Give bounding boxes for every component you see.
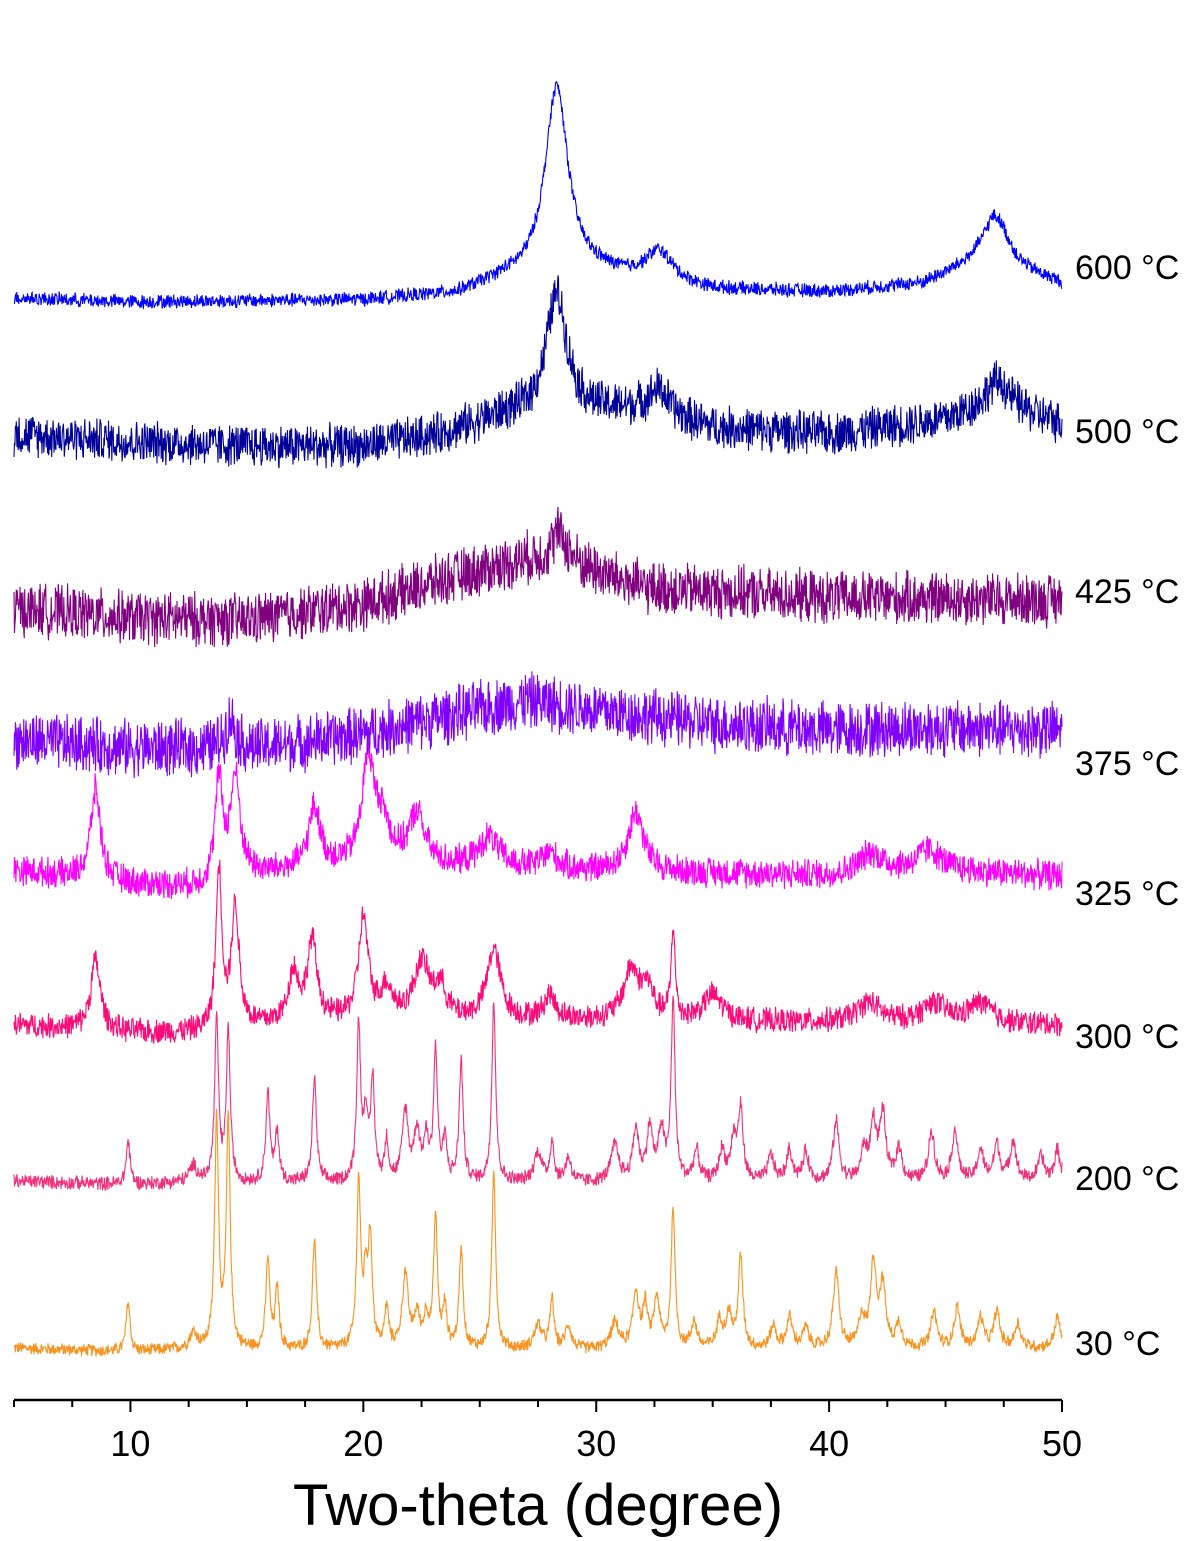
series-line-375c [13,671,1063,779]
series-label-500c: 500 °C [1075,413,1179,451]
series-line-200c [13,995,1063,1191]
series-line-325c [13,737,1063,899]
series-line-425c [13,506,1063,648]
traces-group [13,81,1063,1357]
x-axis: 10 20 30 40 50 [13,1398,1082,1464]
series-label-325c: 325 °C [1075,875,1179,913]
series-label-30c: 30 °C [1075,1325,1160,1363]
series-line-30c [13,1108,1063,1357]
x-tick-label-10: 10 [110,1423,150,1464]
x-tick-label-50: 50 [1042,1423,1082,1464]
series-label-600c: 600 °C [1075,249,1179,287]
series-line-300c [13,859,1063,1044]
series-label-200c: 200 °C [1075,1160,1179,1198]
x-tick-label-30: 30 [576,1423,616,1464]
series-label-300c: 300 °C [1075,1018,1179,1056]
x-tick-label-40: 40 [809,1423,849,1464]
series-labels-group: 30 °C 200 °C 300 °C 325 °C 375 °C 425 °C 500 °… [1075,249,1179,1363]
series-label-425c: 425 °C [1075,573,1179,611]
series-line-500c [13,275,1063,469]
series-label-375c: 375 °C [1075,745,1179,783]
x-tick-label-20: 20 [343,1423,383,1464]
series-line-600c [13,81,1063,310]
x-axis-title: Two-theta (degree) [293,1473,783,1538]
